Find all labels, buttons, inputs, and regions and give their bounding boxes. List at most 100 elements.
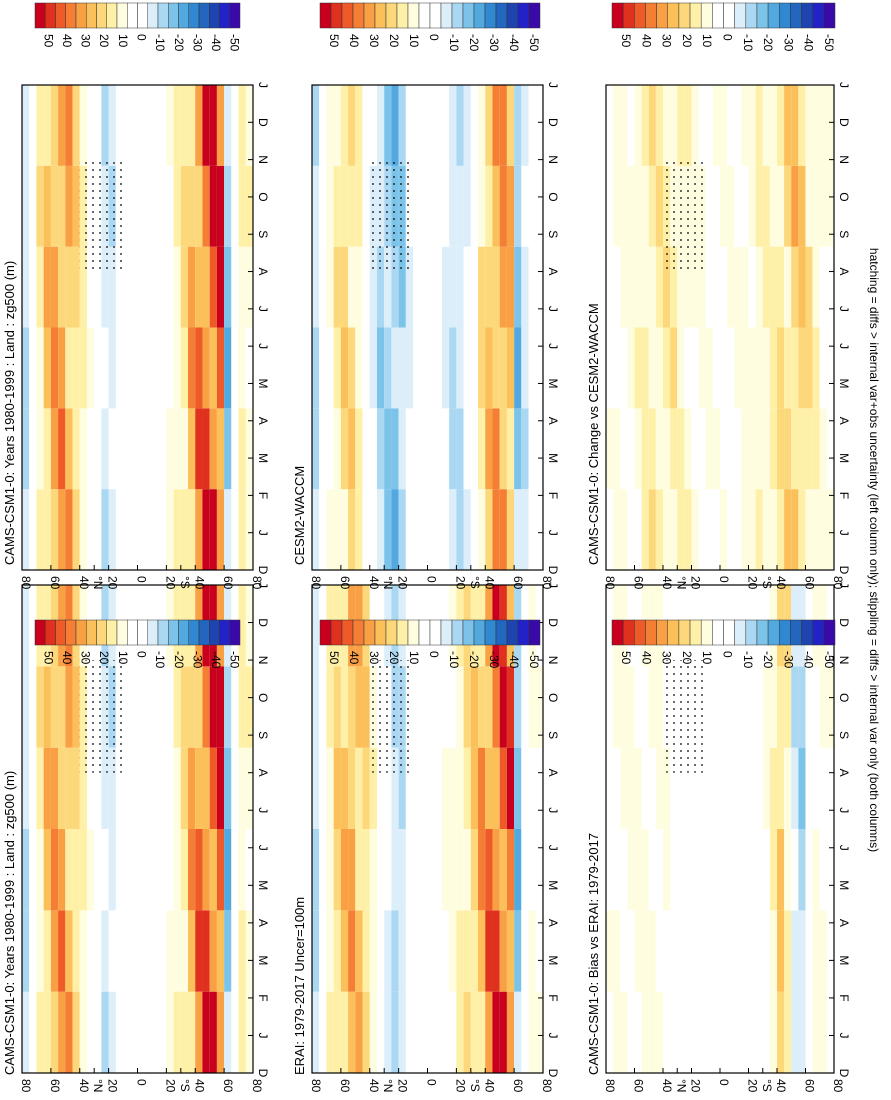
heatmap-cell [224,991,232,1073]
heatmap-cell [684,327,692,409]
colorbar-swatch [611,2,624,29]
heatmap-cell [195,85,203,166]
heatmap-cell [65,85,73,166]
heatmap-cell [812,165,820,247]
colorbar-tick-label: 50 [41,34,55,48]
heatmap-cell [340,747,349,829]
heatmap-cell [769,85,777,166]
heatmap-cell [137,165,145,247]
heatmap-cell [405,829,414,911]
heatmap-cell [535,489,543,570]
heatmap-cell [94,85,102,166]
heatmap-cell [65,165,73,247]
heatmap-cell [94,910,102,992]
heatmap-cell [166,327,174,409]
heatmap-cell [180,666,189,748]
heatmap-cell [441,747,450,829]
colorbar-swatch [745,619,758,646]
heatmap-cell [159,829,167,911]
heatmap-cell [427,327,435,409]
heatmap-cell [606,747,614,829]
heatmap-cell [195,246,203,328]
heatmap-cell [826,246,834,328]
heatmap-cell [376,85,385,166]
heatmap-cell [72,489,80,570]
heatmap-cell [521,408,529,490]
heatmap-cell [29,991,37,1073]
heatmap-cell [224,829,232,911]
heatmap-cell [506,829,515,911]
lat-tick-label: °N [91,576,105,589]
heatmap-cell [29,246,37,328]
colorbar-tick-label: -20 [172,34,186,52]
heatmap-cell [405,910,414,992]
month-tick-label: N [837,656,851,665]
heatmap-cell [470,246,479,328]
colorbar-swatch [385,619,398,646]
heatmap-cell [180,246,189,328]
heatmap-cell [663,246,671,328]
heatmap-cell [231,246,239,328]
colorbar-tick-label: -30 [487,651,501,669]
month-tick-label: O [837,192,851,201]
heatmap-cell [720,991,728,1073]
heatmap-cell [245,246,253,328]
colorbar-swatch [462,2,475,29]
heatmap-cell [173,165,181,247]
colorbar-swatch [451,619,464,646]
lat-tick-label: 80 [250,1079,264,1093]
heatmap-cell [492,829,500,911]
heatmap-cell [333,327,341,409]
heatmap-cell [22,327,30,409]
heatmap-cell [238,165,246,247]
heatmap-cell [29,910,37,992]
heatmap-cell [620,829,628,911]
heatmap-cell [79,910,87,992]
heatmap-cell [791,910,799,992]
month-tick-label: A [546,769,560,777]
heatmap-cell [231,747,239,829]
heatmap-cell [791,85,799,166]
colorbar-swatch [127,619,138,646]
lat-tick-label: °S [468,1079,482,1092]
heatmap-cell [805,246,813,328]
heatmap-cell [434,910,442,992]
heatmap-cell [348,666,356,748]
heatmap-cell [108,910,116,992]
heatmap-cell [514,85,522,166]
month-tick-label: D [546,118,560,127]
heatmap-cell [805,910,813,992]
month-tick-label: D [546,1069,560,1078]
heatmap-cell [663,747,671,829]
heatmap-cell [144,747,152,829]
heatmap-cell [798,327,806,409]
heatmap-cell [478,85,486,166]
heatmap-cell [312,489,320,570]
colorbar-tick-label: 50 [327,34,341,48]
colorbar-swatch [656,619,668,646]
heatmap-cell [449,246,457,328]
heatmap-cell [123,165,131,247]
heatmap-cell [405,85,414,166]
heatmap-cell [712,991,720,1073]
colorbar-swatch [96,619,107,646]
colorbar-swatch [168,619,179,646]
heatmap-cell [627,747,635,829]
heatmap-cell [826,747,834,829]
colorbar-tick-label: 10 [407,34,421,48]
heatmap-cell [348,829,356,911]
colorbar-swatch [319,619,332,646]
colorbar-swatch [823,2,836,29]
heatmap-cell [663,327,671,409]
heatmap-cell [762,246,770,328]
month-tick-label: D [256,566,270,575]
heatmap-cell [137,991,145,1073]
heatmap-cell [362,910,370,992]
colorbar-swatch [75,2,87,29]
colorbar-swatch [779,619,791,646]
heatmap-cell [521,747,529,829]
heatmap-cell [79,991,87,1073]
heatmap-cell [188,246,196,328]
heatmap-cell [613,408,621,490]
heatmap-cell [79,829,87,911]
